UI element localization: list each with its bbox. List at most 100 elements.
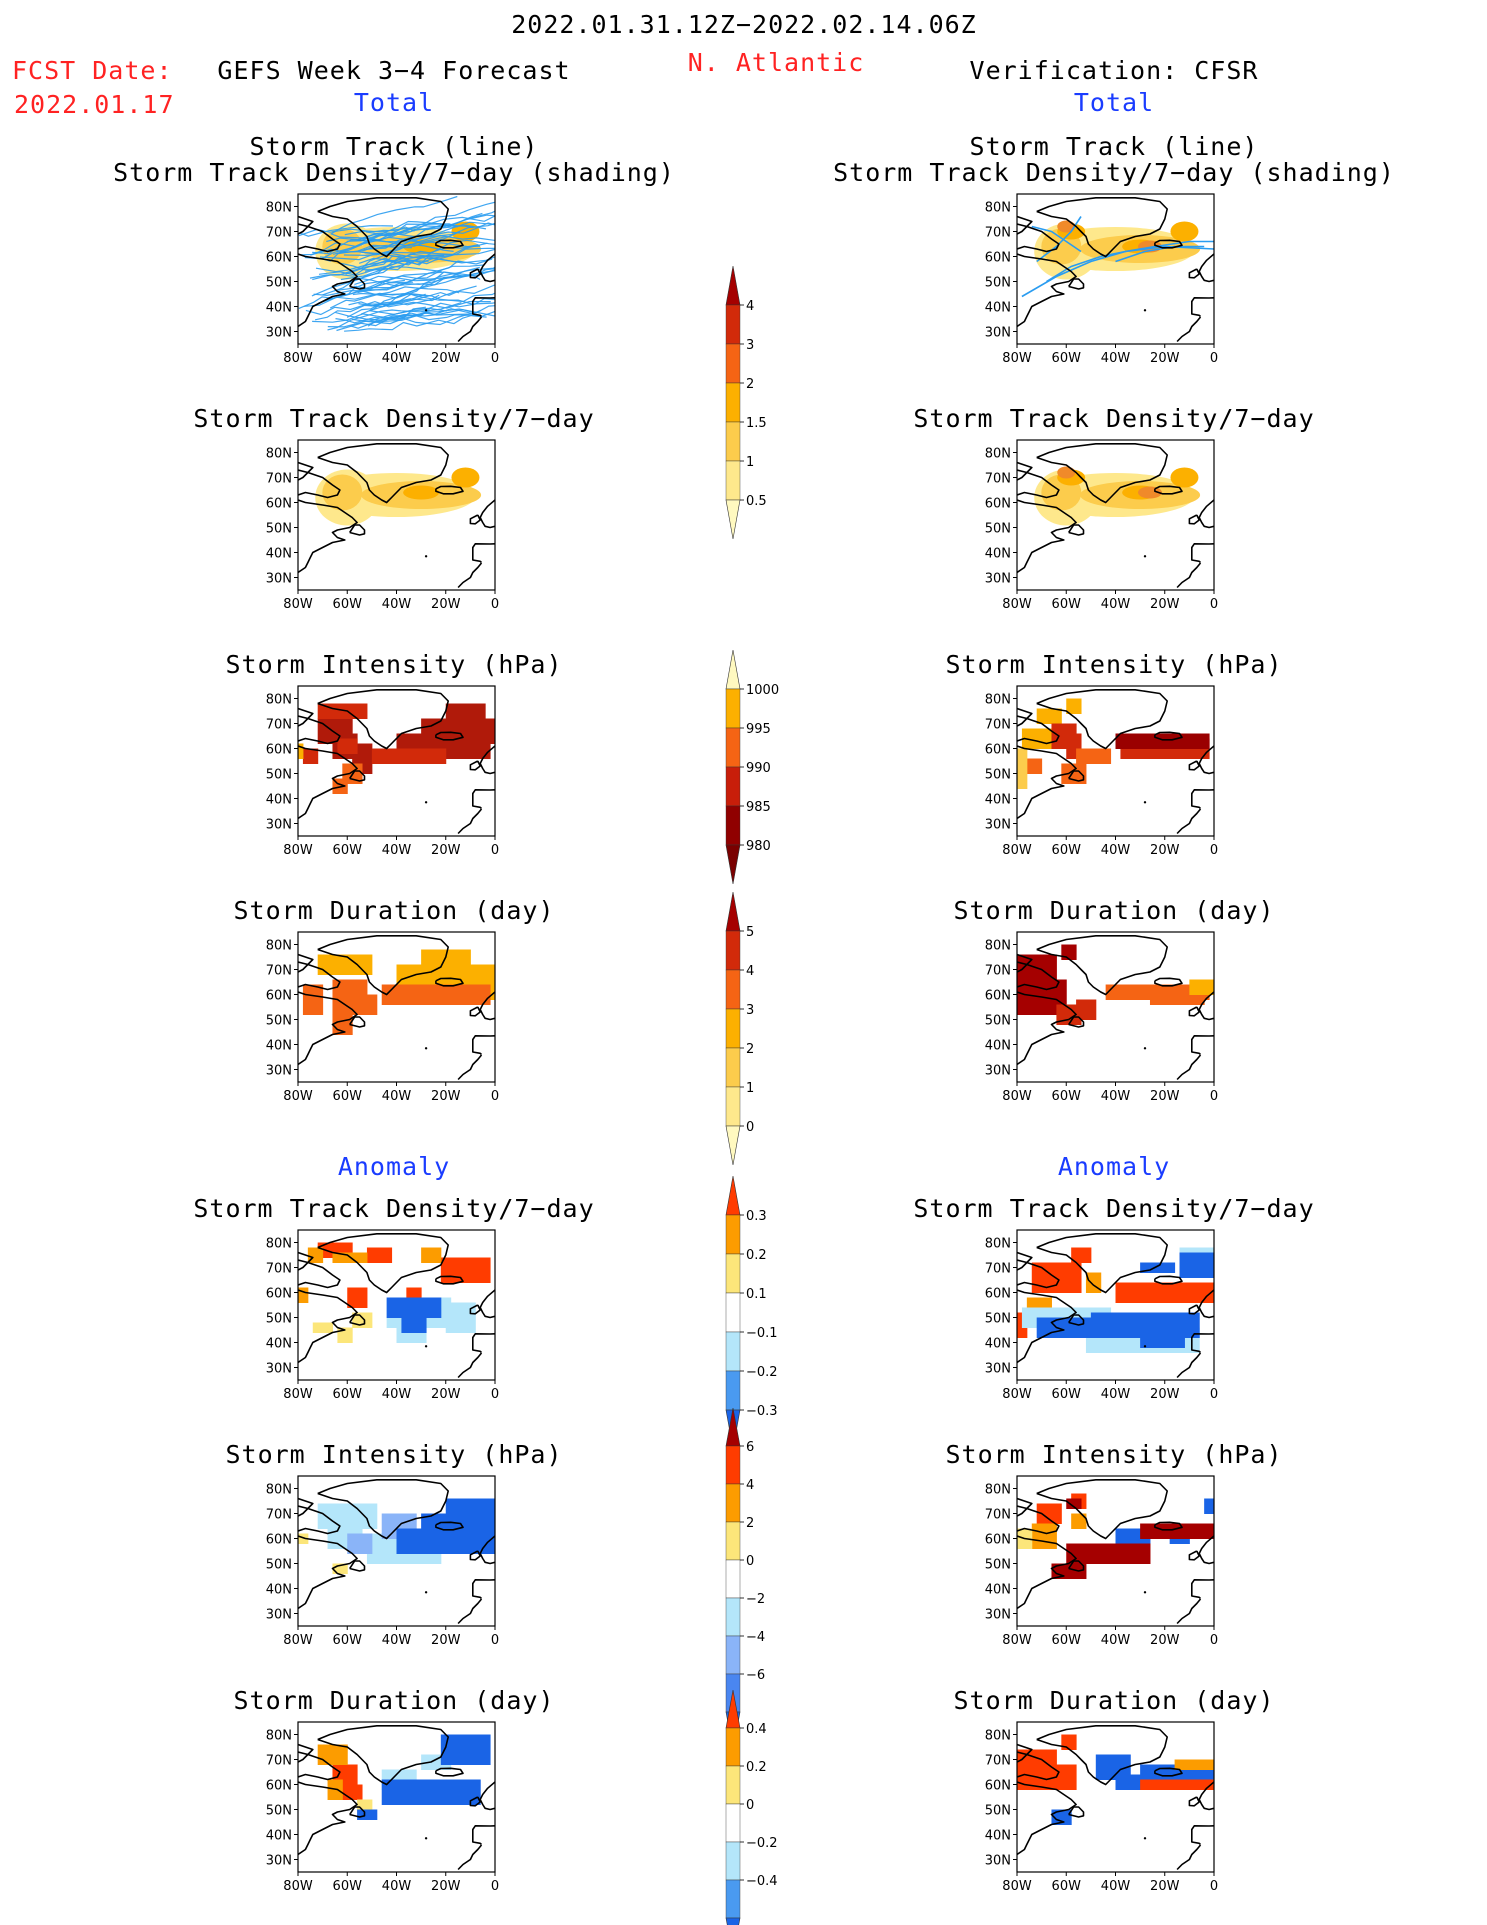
africa-coast xyxy=(1176,1054,1202,1081)
lon-label: 60W xyxy=(1052,597,1082,612)
title-duration-anom-left: Storm Duration (day) xyxy=(233,1686,555,1715)
arctic-islands-coast xyxy=(298,953,314,973)
colorbar-bottom-arrow xyxy=(725,844,741,885)
lat-label: 70N xyxy=(985,1262,1011,1277)
title-duration-left: Storm Duration (day) xyxy=(233,896,555,925)
anomaly-label-right: Anomaly xyxy=(1057,1152,1171,1181)
uk-coast xyxy=(1198,499,1214,529)
lon-label: 0 xyxy=(491,1633,499,1648)
colorbar-density: 4 3 2 1.5 1 0.5 xyxy=(725,265,767,540)
colorbar-label: −0.2 xyxy=(746,1836,778,1851)
newfoundland-coast xyxy=(1068,1314,1085,1326)
iberia-coast xyxy=(1191,542,1214,564)
lat-label: 60N xyxy=(985,1779,1011,1794)
lat-label: 30N xyxy=(266,1854,292,1869)
baffin-coast xyxy=(1017,469,1060,499)
colorbar-label: −2 xyxy=(746,1592,765,1607)
grid-cell xyxy=(445,1498,495,1529)
lat-label: 70N xyxy=(985,1754,1011,1769)
grid-cell xyxy=(386,1297,442,1318)
grid-cell xyxy=(1066,698,1082,714)
uk-coast xyxy=(479,991,495,1021)
grid-cell xyxy=(421,1513,447,1529)
lon-label: 20W xyxy=(1150,1387,1180,1402)
shading-blob xyxy=(1170,221,1199,242)
iberia-coast xyxy=(471,1825,495,1846)
colorbar-label: 3 xyxy=(746,338,754,353)
lat-label: 50N xyxy=(266,1014,292,1029)
newfoundland-coast xyxy=(349,1016,366,1028)
lon-label: 80W xyxy=(283,1089,313,1104)
newfoundland-coast xyxy=(349,278,366,290)
colorbar-segment xyxy=(725,930,741,971)
uk-coast xyxy=(479,1289,495,1319)
grid-cell xyxy=(302,984,324,1015)
grid-cell xyxy=(1149,994,1205,1005)
lon-label: 80W xyxy=(1002,1633,1032,1648)
colorbar-label: 4 xyxy=(746,964,754,979)
map-frame xyxy=(1016,1721,1215,1873)
panel-content xyxy=(298,934,495,1081)
grid-cell xyxy=(1179,1252,1214,1278)
colorbar-segment xyxy=(725,1765,741,1805)
lat-label: 30N xyxy=(266,818,292,833)
colorbar-label: −0.2 xyxy=(746,1365,778,1380)
colorbar-segment xyxy=(725,1483,741,1523)
ireland-coast xyxy=(1188,1796,1200,1807)
lat-label: 30N xyxy=(985,1362,1011,1377)
panel-content xyxy=(298,1233,495,1379)
lat-label: 60N xyxy=(985,743,1011,758)
lon-label: 60W xyxy=(1052,351,1082,366)
lat-label: 40N xyxy=(266,1583,292,1598)
colorbar-segment xyxy=(725,688,741,729)
shading-blob xyxy=(322,474,363,511)
colorbar-label: 0.4 xyxy=(746,1722,767,1737)
lat-label: 70N xyxy=(985,1508,1011,1523)
baffin-coast xyxy=(1017,1751,1060,1781)
shading-blob xyxy=(403,239,440,254)
colorbar-label: 980 xyxy=(746,839,771,854)
grid-cell xyxy=(1115,733,1210,749)
iceland-coast xyxy=(1154,1767,1183,1777)
grid-cell xyxy=(1061,763,1087,784)
colorbar-label: 1 xyxy=(746,1081,754,1096)
lat-label: 40N xyxy=(985,1337,1011,1352)
storm-track-line xyxy=(343,244,479,257)
panel-content xyxy=(298,195,495,343)
lat-label: 50N xyxy=(985,1558,1011,1573)
iceland-coast xyxy=(1154,1275,1183,1285)
storm-track-line xyxy=(315,254,453,273)
grid-cell xyxy=(357,1809,378,1820)
colorbar-label: 4 xyxy=(746,1478,754,1493)
colorbar-label: 0.5 xyxy=(746,494,767,509)
iceland-coast xyxy=(435,1767,464,1777)
grid-cell xyxy=(312,1322,333,1333)
lon-label: 40W xyxy=(382,597,412,612)
colorbar-bottom-arrow xyxy=(725,1125,741,1166)
baffin-coast xyxy=(1017,223,1060,253)
lon-label: 40W xyxy=(1101,1879,1131,1894)
storm-track-line xyxy=(319,242,488,261)
colorbar-segment xyxy=(725,1445,741,1485)
storm-track-line xyxy=(339,236,481,253)
grid-cell xyxy=(445,703,486,724)
iceland-coast xyxy=(1154,731,1183,741)
lon-label: 60W xyxy=(333,1387,363,1402)
storm-track-line xyxy=(311,266,442,297)
lon-label: 80W xyxy=(283,1633,313,1648)
lon-label: 60W xyxy=(1052,1387,1082,1402)
lat-label: 30N xyxy=(985,572,1011,587)
panel-content xyxy=(1017,688,1214,835)
newfoundland-coast xyxy=(1068,1016,1085,1028)
colorbar-label: 4 xyxy=(746,299,754,314)
colorbar-top-arrow xyxy=(725,265,741,306)
lon-label: 80W xyxy=(1002,597,1032,612)
storm-track-line xyxy=(344,215,495,236)
colorbar-intensity_anom: 6 4 2 0 −2 −4 −6 xyxy=(725,1407,765,1751)
lon-label: 0 xyxy=(491,351,499,366)
lon-label: 20W xyxy=(1150,843,1180,858)
iceland-coast xyxy=(435,1275,464,1285)
lat-label: 50N xyxy=(266,276,292,291)
fcst-date-value: 2022.01.17 xyxy=(14,90,175,119)
title-duration-anom-right: Storm Duration (day) xyxy=(953,1686,1275,1715)
